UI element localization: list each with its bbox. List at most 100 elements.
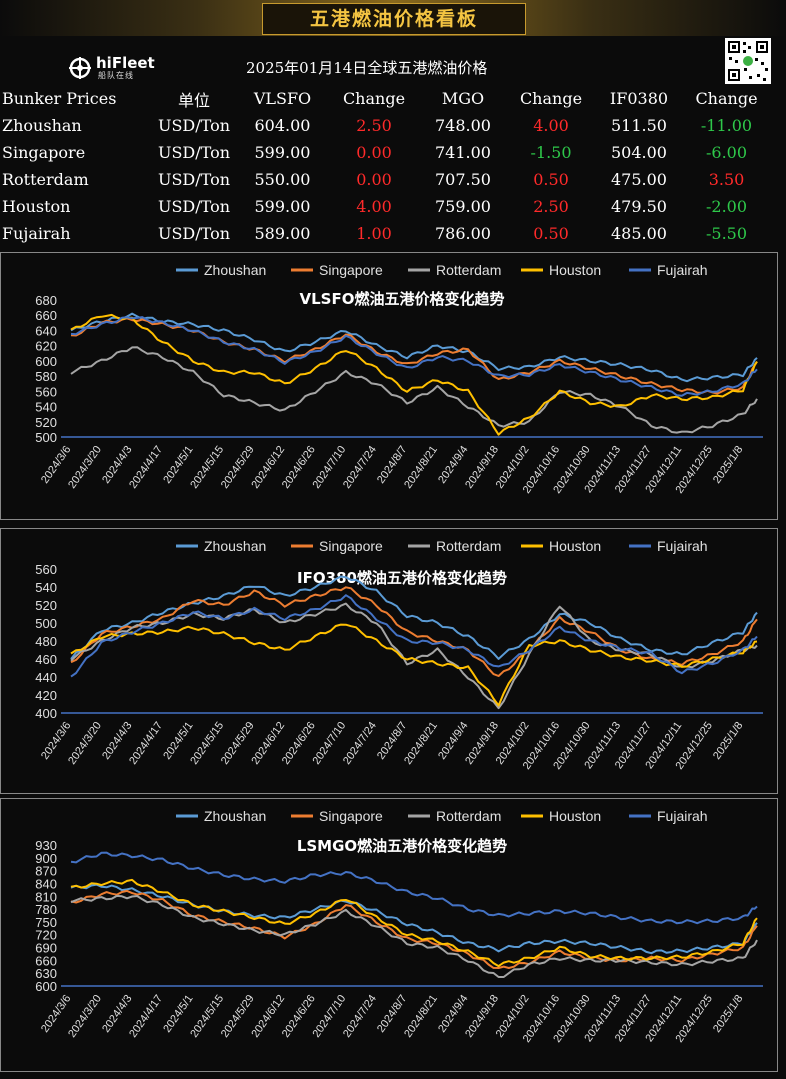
x-tick-label: 2025/1/8	[711, 720, 745, 762]
title-banner: 五港燃油价格看板	[0, 0, 786, 36]
col-header-mgo: MGO	[441, 89, 485, 108]
mgo-price: 707.50	[435, 170, 491, 189]
y-tick-label: 600	[35, 354, 57, 369]
y-tick-label: 660	[35, 953, 57, 968]
legend-label: Singapore	[319, 538, 383, 554]
table-header-row: Bunker Prices 单位 VLSFO Change MGO Change…	[2, 85, 769, 112]
legend-label: Singapore	[319, 808, 383, 824]
y-tick-label: 500	[35, 430, 57, 445]
vlsfo-trend-chart: Zhoushan Singapore Rotterdam Houston Fujaira…	[35, 262, 763, 496]
vlsfo-change: 1.00	[356, 224, 392, 243]
table-row: Zhoushan USD/Ton 604.00 2.50 748.00 4.00…	[2, 112, 769, 139]
bunker-price-table: Bunker Prices 单位 VLSFO Change MGO Change…	[2, 85, 769, 247]
unit-cell: USD/Ton	[157, 170, 231, 189]
y-tick-label: 750	[35, 915, 57, 930]
y-tick-label: 900	[35, 851, 57, 866]
unit-cell: USD/Ton	[157, 197, 231, 216]
lsmgo-chart-panel: Zhoushan Singapore Rotterdam Houston Fujaira…	[0, 798, 778, 1072]
y-tick-label: 680	[35, 293, 57, 308]
ifo-change: -5.50	[705, 224, 748, 243]
y-tick-label: 810	[35, 889, 57, 904]
mgo-change: 0.50	[533, 224, 569, 243]
logo-subtitle: 船队在线	[98, 71, 134, 80]
chart-title: VLSFO燃油五港价格变化趋势	[300, 290, 505, 308]
legend-label: Rotterdam	[436, 262, 501, 278]
ifo-change: -11.00	[700, 116, 753, 135]
vlsfo-change: 0.00	[356, 143, 392, 162]
series-line-zhoushan	[70, 575, 758, 660]
vlsfo-price: 589.00	[254, 224, 311, 243]
y-tick-label: 620	[35, 339, 57, 354]
ifo-price: 511.50	[611, 116, 667, 135]
series-line-fujairah	[70, 851, 758, 925]
series-line-singapore	[70, 317, 758, 395]
mgo-change: -1.50	[530, 143, 572, 162]
y-tick-label: 690	[35, 941, 57, 956]
y-tick-label: 840	[35, 876, 57, 891]
ifo-price: 475.00	[611, 170, 667, 189]
unit-cell: USD/Ton	[157, 224, 231, 243]
y-tick-label: 930	[35, 838, 57, 853]
page-title: 五港燃油价格看板	[262, 3, 526, 35]
ifo-price: 504.00	[611, 143, 667, 162]
ifo-change: -2.00	[705, 197, 748, 216]
y-tick-label: 540	[35, 400, 57, 415]
mgo-change: 4.00	[533, 116, 569, 135]
y-tick-label: 660	[35, 308, 57, 323]
series-line-houston	[70, 878, 758, 968]
col-header-port: Bunker Prices	[2, 89, 117, 108]
mgo-price: 786.00	[435, 224, 491, 243]
y-tick-label: 500	[35, 616, 57, 631]
ifo380-chart-panel: Zhoushan Singapore Rotterdam Houston Fujaira…	[0, 528, 778, 794]
legend-label: Zhoushan	[204, 262, 266, 278]
port-name: Houston	[2, 197, 71, 216]
y-tick-label: 580	[35, 369, 57, 384]
y-tick-label: 460	[35, 652, 57, 667]
hifleet-logo: hiFleet 船队在线	[68, 54, 168, 82]
col-header-unit: 单位	[177, 90, 210, 110]
table-row: Singapore USD/Ton 599.00 0.00 741.00 -1.…	[2, 139, 769, 166]
table-title: 2025年01月14日全球五港燃油价格	[246, 59, 488, 77]
x-tick-label: 2025/1/8	[711, 993, 745, 1035]
chart-title: LSMGO燃油五港价格变化趋势	[297, 837, 507, 855]
mgo-price: 759.00	[435, 197, 491, 216]
y-tick-label: 630	[35, 966, 57, 981]
vlsfo-price: 599.00	[254, 143, 311, 162]
port-name: Singapore	[2, 143, 86, 162]
ifo380-trend-chart: Zhoushan Singapore Rotterdam Houston Fujaira…	[35, 538, 763, 772]
col-header-ifo380: IF0380	[609, 89, 669, 108]
legend-label: Fujairah	[657, 262, 708, 278]
table-row: Rotterdam USD/Ton 550.00 0.00 707.50 0.5…	[2, 166, 769, 193]
mgo-price: 741.00	[435, 143, 491, 162]
ifo-price: 485.00	[611, 224, 667, 243]
y-tick-label: 560	[35, 384, 57, 399]
table-row: Fujairah USD/Ton 589.00 1.00 786.00 0.50…	[2, 220, 769, 247]
series-line-rotterdam	[70, 894, 758, 978]
qr-code-icon[interactable]	[725, 38, 771, 84]
legend-label: Houston	[549, 808, 601, 824]
col-header-ifo-change: Change	[695, 89, 758, 108]
y-tick-label: 600	[35, 979, 57, 994]
x-tick-label: 2025/1/8	[711, 444, 745, 486]
series-line-zhoushan	[70, 312, 758, 383]
series-line-houston	[70, 313, 758, 436]
port-name: Zhoushan	[2, 116, 82, 135]
col-header-mgo-change: Change	[519, 89, 583, 108]
legend-label: Rotterdam	[436, 538, 501, 554]
vlsfo-chart-panel: Zhoushan Singapore Rotterdam Houston Fujaira…	[0, 252, 778, 520]
y-tick-label: 420	[35, 688, 57, 703]
table-row: Houston USD/Ton 599.00 4.00 759.00 2.50 …	[2, 193, 769, 220]
unit-cell: USD/Ton	[157, 143, 231, 162]
vlsfo-change: 0.00	[356, 170, 392, 189]
ifo-change: -6.00	[705, 143, 748, 162]
lsmgo-trend-chart: Zhoushan Singapore Rotterdam Houston Fujaira…	[35, 808, 763, 1045]
legend-label: Zhoushan	[204, 808, 266, 824]
y-tick-label: 720	[35, 928, 57, 943]
y-tick-label: 640	[35, 323, 57, 338]
series-line-fujairah	[70, 316, 758, 397]
y-tick-label: 560	[35, 562, 57, 577]
port-name: Fujairah	[2, 224, 71, 243]
port-name: Rotterdam	[2, 170, 89, 189]
unit-cell: USD/Ton	[157, 116, 231, 135]
col-header-vlsfo-change: Change	[342, 89, 406, 108]
